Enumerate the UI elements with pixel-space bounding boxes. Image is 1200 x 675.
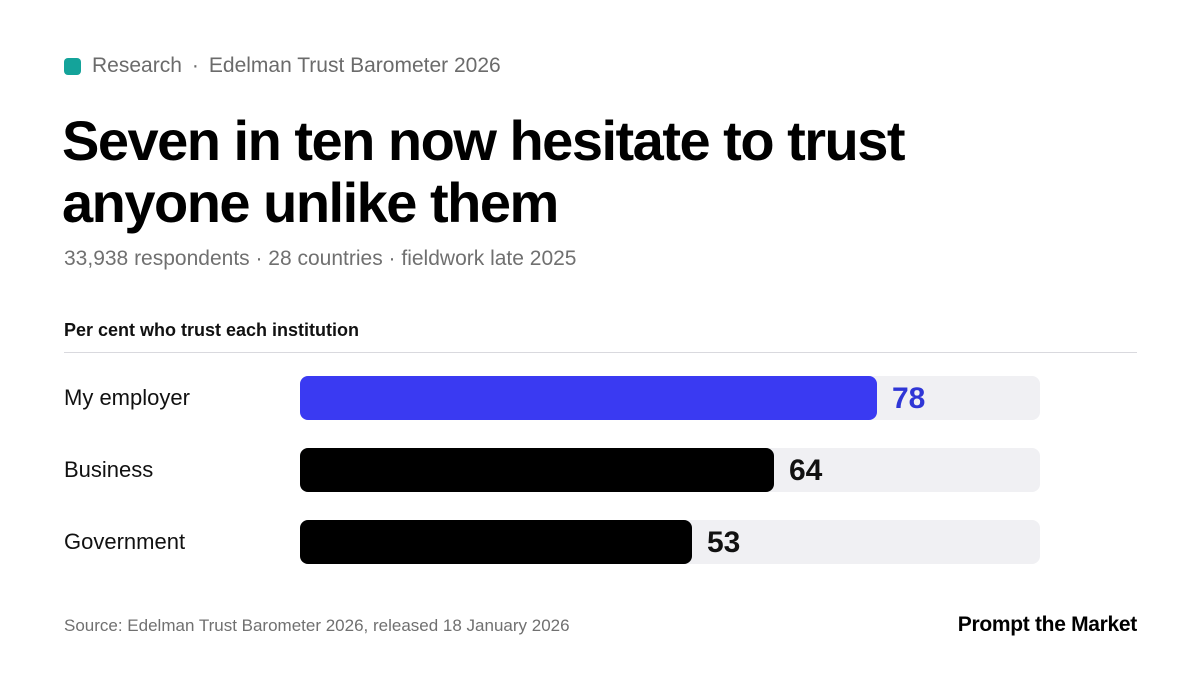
chart-title: Per cent who trust each institution [64,320,360,340]
source-note: Source: Edelman Trust Barometer 2026, re… [64,616,570,635]
headline-line-1: Seven in ten now hesitate to trust [62,109,906,172]
brand-logo-text: Prompt the Market [957,613,1138,636]
bar-business [300,448,774,492]
category-label-government: Government [64,529,186,554]
value-label-business: 64 [789,454,823,487]
value-label-my-employer: 78 [892,382,926,415]
subline: 33,938 respondents · 28 countries · fiel… [64,247,577,270]
headline-line-2: anyone unlike them [62,171,559,234]
kicker-separator: · [191,54,199,77]
bar-my-employer [300,376,877,420]
publication-label: Edelman Trust Barometer 2026 [208,54,501,77]
kicker: Research · Edelman Trust Barometer 2026 [64,54,501,78]
section-label: Research [92,54,182,77]
bar-government [300,520,692,564]
section-dot-icon [64,57,81,75]
category-label-my-employer: My employer [64,385,190,410]
chart-divider [64,352,1137,353]
headline: Seven in ten now hesitate to trust anyon… [62,110,1062,234]
value-label-government: 53 [707,526,741,559]
category-label-business: Business [64,457,154,482]
